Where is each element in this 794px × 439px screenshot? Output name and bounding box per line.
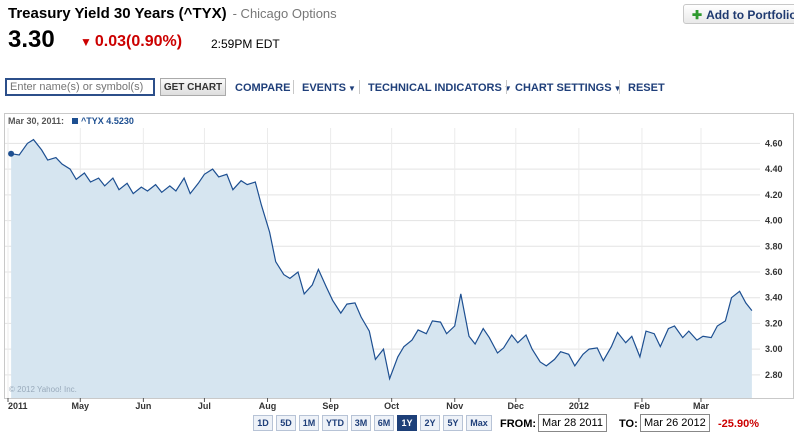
to-label: TO:: [619, 418, 638, 430]
plus-icon: ✚: [692, 8, 703, 22]
range-button-1y[interactable]: 1Y: [397, 415, 417, 431]
chart-settings-label: CHART SETTINGS: [515, 82, 612, 94]
toolbar-divider: [619, 80, 620, 94]
x-tick-label: Feb: [634, 401, 651, 411]
legend-series: ^TYX 4.5230: [81, 116, 134, 126]
technical-indicators-label: TECHNICAL INDICATORS: [368, 82, 502, 94]
y-tick-label: 4.40: [765, 164, 783, 174]
price-change-value: 0.03(0.90%): [94, 33, 183, 50]
y-tick-label: 4.00: [765, 216, 783, 226]
y-tick-label: 3.00: [765, 344, 783, 354]
events-menu[interactable]: EVENTS ▼: [302, 82, 356, 94]
range-button-5y[interactable]: 5Y: [443, 415, 463, 431]
x-tick-label: Nov: [446, 401, 463, 411]
quote-title: Treasury Yield 30 Years (^TYX): [8, 5, 227, 22]
exchange-label: - Chicago Options: [232, 6, 337, 21]
y-tick-label: 3.60: [765, 267, 783, 277]
from-label: FROM:: [500, 418, 537, 430]
from-date-input[interactable]: Mar 28 2011: [538, 414, 607, 432]
quote-time: 2:59PM EDT: [211, 37, 280, 51]
add-to-portfolio-button[interactable]: ✚ Add to Portfolio: [683, 4, 794, 24]
x-tick-label: Oct: [384, 401, 399, 411]
copyright-text: © 2012 Yahoo! Inc.: [9, 385, 77, 394]
y-tick-label: 3.20: [765, 318, 783, 328]
x-tick-label: 2011: [8, 401, 28, 411]
chart-legend: Mar 30, 2011: ^TYX 4.5230: [8, 116, 134, 126]
caret-down-icon: ▼: [503, 84, 512, 93]
x-tick-label: Dec: [508, 401, 525, 411]
range-button-2y[interactable]: 2Y: [420, 415, 440, 431]
x-tick-label: Jun: [135, 401, 151, 411]
range-button-6m[interactable]: 6M: [374, 415, 394, 431]
y-tick-label: 4.60: [765, 138, 783, 148]
y-tick-label: 3.40: [765, 293, 783, 303]
add-to-portfolio-label: Add to Portfolio: [706, 8, 794, 22]
toolbar-divider: [506, 80, 507, 94]
range-change-percent: -25.90%: [718, 418, 759, 430]
last-price: 3.30: [8, 26, 55, 53]
series-line: [11, 138, 753, 381]
toolbar-divider: [359, 80, 360, 94]
compare-menu[interactable]: COMPARE: [235, 82, 291, 94]
series-swatch: [72, 118, 79, 124]
series-start-marker: [8, 150, 15, 157]
range-button-max[interactable]: Max: [466, 415, 492, 431]
chart-toolbar: GET CHART COMPARE EVENTS▼ TECHNICAL INDI…: [0, 76, 794, 100]
legend-date: Mar 30, 2011:: [8, 116, 65, 126]
x-tick-label: Jul: [198, 401, 211, 411]
y-tick-label: 4.20: [765, 190, 783, 200]
series-area: [11, 139, 752, 398]
range-button-3m[interactable]: 3M: [351, 415, 371, 431]
x-tick-label: 2012: [569, 401, 589, 411]
y-tick-label: 2.80: [765, 370, 783, 380]
range-button-1d[interactable]: 1D: [253, 415, 273, 431]
x-tick-label: Aug: [259, 401, 277, 411]
get-chart-button[interactable]: GET CHART: [160, 78, 226, 96]
page-title: Treasury Yield 30 Years (^TYX) - Chicago …: [8, 5, 337, 22]
chart-settings-menu[interactable]: CHART SETTINGS ▼: [515, 82, 621, 94]
to-date-input[interactable]: Mar 26 2012: [640, 414, 710, 432]
symbol-search-input[interactable]: [5, 78, 155, 96]
caret-down-icon: ▼: [613, 84, 622, 93]
x-tick-label: Mar: [693, 401, 710, 411]
x-tick-label: May: [72, 401, 90, 411]
toolbar-divider: [293, 80, 294, 94]
range-button-5d[interactable]: 5D: [276, 415, 296, 431]
down-arrow-icon: ▼: [80, 35, 92, 49]
events-label: EVENTS: [302, 82, 347, 94]
y-tick-label: 3.80: [765, 241, 783, 251]
technical-indicators-menu[interactable]: TECHNICAL INDICATORS ▼: [368, 82, 512, 94]
x-tick-label: Sep: [322, 401, 339, 411]
reset-button[interactable]: RESET: [628, 82, 665, 94]
price-change: ▼ 0.03(0.90%): [80, 33, 182, 51]
range-button-ytd[interactable]: YTD: [322, 415, 348, 431]
range-button-1m[interactable]: 1M: [299, 415, 319, 431]
caret-down-icon: ▼: [348, 84, 356, 93]
